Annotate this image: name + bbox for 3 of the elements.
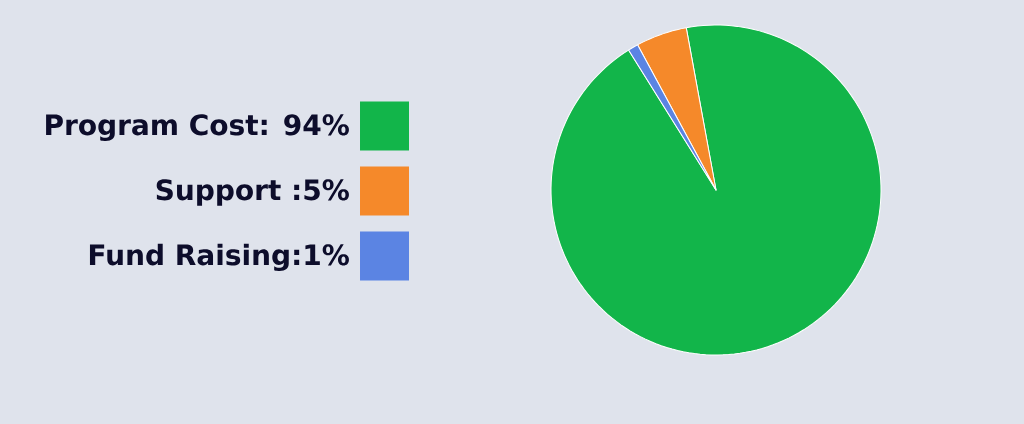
- legend-label: Program Cost: 94%: [46, 114, 349, 142]
- legend-label: Fund Raising:1%: [89, 243, 349, 272]
- legend-label: Support :5%: [156, 179, 349, 206]
